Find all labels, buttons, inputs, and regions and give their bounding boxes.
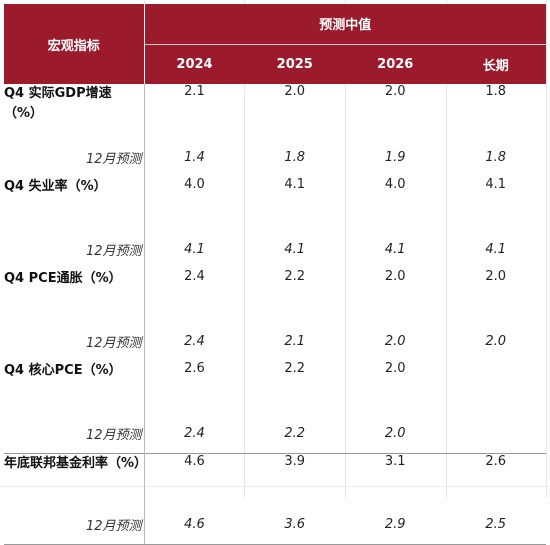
table-row-unemployment-december-forecast: 12月预测 4.1 4.1 4.1 4.1 — [4, 230, 546, 269]
forecast-cell: 2.2 — [284, 425, 306, 441]
metric-label: 年底联邦基金利率（%） — [4, 452, 147, 505]
value-cell — [446, 361, 547, 414]
value-cell: 2.6 — [184, 361, 205, 376]
forecast-cell: 4.1 — [384, 242, 406, 257]
forecast-cell: 3.6 — [244, 505, 345, 545]
value-cell: 2.2 — [284, 361, 306, 376]
value-cell: 2.0 — [485, 269, 507, 284]
forecast-cell: 2.4 — [184, 334, 205, 349]
table-row-pce-december-forecast: 12月预测 2.4 2.1 2.0 2.0 — [4, 322, 546, 361]
table-row-fed-funds-rate: 年底联邦基金利率（%） 4.6 3.9 3.1 2.6 — [4, 452, 547, 505]
forecast-label: 12月预测 — [4, 505, 145, 545]
metric-label: Q4 失业率（%） — [4, 177, 145, 230]
forecast-cell — [446, 414, 547, 453]
table-row-fed-funds-december-forecast: 12月预测 4.6 3.6 2.9 2.5 — [4, 505, 547, 545]
metric-label: Q4 核心PCE（%） — [4, 361, 145, 414]
value-cell: 4.1 — [284, 177, 306, 192]
value-cell: 2.6 — [445, 452, 547, 505]
forecast-cell: 2.1 — [284, 334, 306, 349]
forecast-cell: 4.6 — [144, 505, 245, 545]
forecast-cell: 1.9 — [384, 150, 406, 165]
value-cell: 3.1 — [345, 452, 446, 505]
value-cell: 2.0 — [284, 84, 306, 99]
forecast-cell: 2.0 — [384, 425, 406, 441]
forecast-cell: 2.9 — [345, 505, 446, 545]
value-cell: 4.6 — [144, 452, 245, 505]
forecast-median-header: 预测中值 — [144, 4, 547, 45]
value-cell: 4.0 — [384, 177, 406, 192]
table-row-core-pce-december-forecast: 12月预测 2.4 2.2 2.0 — [4, 414, 546, 453]
forecast-cell: 4.1 — [485, 242, 507, 257]
table-row-gdp-december-forecast: 12月预测 1.4 1.8 1.9 1.8 — [4, 138, 546, 177]
fomc-forecast-table: 宏观指标 预测中值 2024 2025 2026 长期 Q4 实际GDP增速（%… — [4, 4, 547, 545]
column-header-2024: 2024 — [144, 44, 245, 84]
forecast-cell: 1.8 — [284, 150, 306, 165]
forecast-cell: 4.1 — [284, 242, 306, 257]
table-row-core-pce: Q4 核心PCE（%） 2.6 2.2 2.0 — [4, 361, 546, 414]
metric-header: 宏观指标 — [4, 4, 145, 84]
table-row-gdp: Q4 实际GDP增速（%） 2.1 2.0 2.0 1.8 — [4, 84, 546, 138]
forecast-label: 12月预测 — [4, 138, 145, 177]
forecast-cell: 2.4 — [184, 425, 205, 441]
forecast-cell: 2.5 — [445, 505, 547, 545]
metric-label: Q4 实际GDP增速（%） — [4, 84, 145, 138]
table-row-pce-inflation: Q4 PCE通胀（%） 2.4 2.2 2.0 2.0 — [4, 269, 546, 322]
table-row-unemployment: Q4 失业率（%） 4.0 4.1 4.0 4.1 — [4, 177, 546, 230]
forecast-label: 12月预测 — [4, 414, 145, 453]
forecast-cell: 1.4 — [184, 150, 205, 165]
value-cell: 2.0 — [384, 84, 406, 99]
column-header-2026: 2026 — [345, 44, 446, 84]
forecast-cell: 1.8 — [485, 150, 507, 165]
value-cell: 4.0 — [184, 177, 205, 192]
value-cell: 2.4 — [184, 269, 205, 284]
value-cell: 2.0 — [384, 361, 406, 376]
forecast-cell: 4.1 — [184, 242, 205, 257]
value-cell: 2.2 — [284, 269, 306, 284]
value-cell: 1.8 — [485, 84, 507, 99]
value-cell: 4.1 — [485, 177, 507, 192]
column-header-long-run: 长期 — [445, 44, 547, 84]
value-cell: 2.0 — [384, 269, 406, 284]
value-cell: 2.1 — [184, 84, 205, 99]
value-cell: 3.9 — [244, 452, 345, 505]
forecast-cell: 2.0 — [485, 334, 507, 349]
forecast-label: 12月预测 — [4, 230, 145, 269]
forecast-label: 12月预测 — [4, 322, 145, 361]
column-header-2025: 2025 — [244, 44, 345, 84]
forecast-cell: 2.0 — [384, 334, 406, 349]
metric-label: Q4 PCE通胀（%） — [4, 269, 145, 322]
